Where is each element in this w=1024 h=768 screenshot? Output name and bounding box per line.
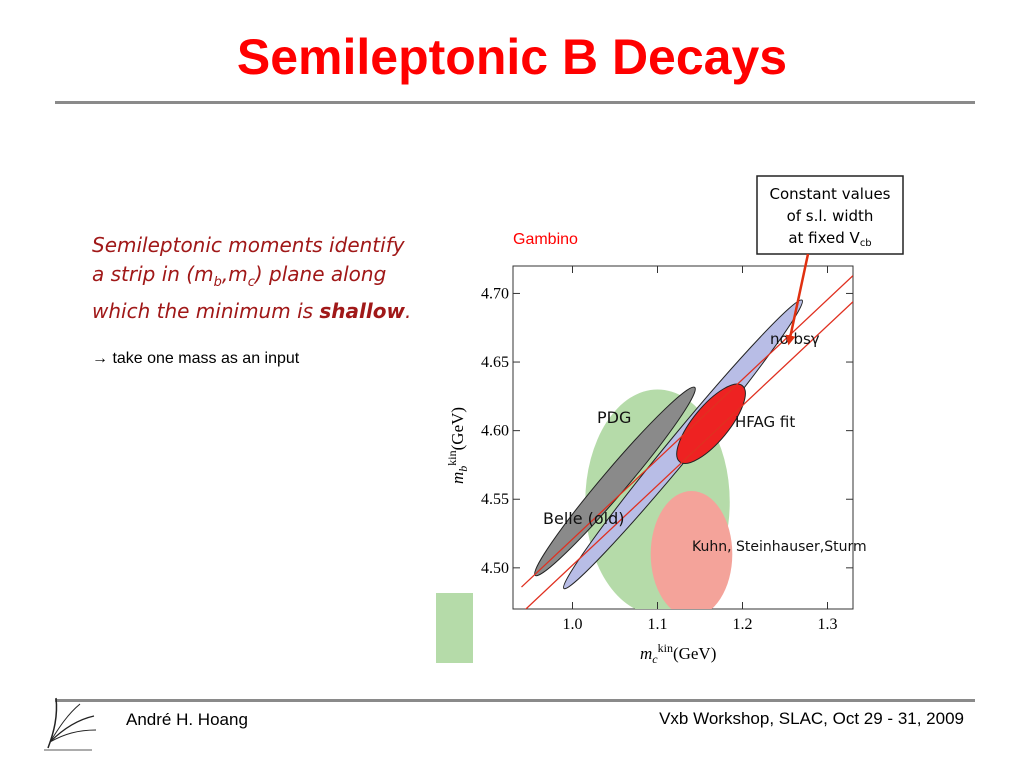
region-label-kuhn: Kuhn, Steinhauser,Sturm (692, 539, 867, 555)
source-label: Gambino (513, 231, 578, 248)
statement-emphasis: shallow (319, 299, 405, 323)
y-tick-label: 4.60 (481, 423, 509, 440)
callout-vcb-sub: cb (860, 238, 872, 249)
y-label-sub: b (456, 466, 470, 472)
y-label-sup: kin (445, 450, 459, 465)
region-label-no-bsy: no bsγ (770, 330, 820, 348)
callout-line-3: at fixed Vcb (788, 229, 871, 249)
constant-width-line-1 (521, 275, 853, 588)
y-label-unit: (GeV) (448, 407, 467, 450)
callout-frame (756, 175, 904, 255)
region-belle-shape (534, 386, 696, 577)
x-tick-label: 1.0 (563, 616, 583, 633)
regions-layer (534, 299, 803, 609)
region-hfag (676, 383, 746, 464)
region-kuhn (650, 491, 733, 609)
region-hfag-shape (676, 383, 746, 464)
x-tick-label: 1.2 (733, 616, 753, 633)
footer-event: Vxb Workshop, SLAC, Oct 29 - 31, 2009 (659, 709, 964, 728)
y-tick-label: 4.65 (481, 354, 509, 371)
statement-part: Semileptonic moments identify a strip in… (92, 233, 405, 286)
region-label-belle: Belle (old) (543, 509, 625, 528)
statement-part: ,m (221, 262, 248, 286)
statement-part: ) plane along which the minimum is (92, 262, 387, 323)
region-labels-layer: PDG Kuhn, Steinhauser,Sturm no bsγ Belle (o… (543, 330, 867, 555)
callout-line-2: of s.l. width (787, 207, 874, 225)
region-belle (534, 386, 696, 577)
y-tick-label: 4.50 (481, 560, 509, 577)
callout-arrow (785, 253, 810, 346)
x-label-unit: (GeV) (673, 644, 716, 663)
x-tick-label: 1.1 (648, 616, 668, 633)
region-label-hfag: HFAG fit (735, 413, 795, 431)
region-kuhn-shape (650, 491, 733, 609)
statement-sub-c: c (247, 275, 255, 290)
statement-part: . (404, 299, 412, 323)
lines-layer (521, 275, 853, 609)
institute-logo-icon (44, 697, 97, 751)
y-axis-label: mbkin(GeV) (445, 407, 470, 484)
y-tick-label: 4.70 (481, 285, 509, 302)
title-divider (55, 101, 975, 104)
region-label-pdg: PDG (597, 408, 631, 427)
footer-author: André H. Hoang (126, 710, 248, 729)
y-label-main: m (448, 472, 467, 484)
slide-title: Semileptonic B Decays (236, 29, 788, 85)
x-label-sup: kin (658, 641, 673, 655)
statement-text: Semileptonic moments identify a strip in… (92, 231, 422, 326)
ticks-layer: 1.0 1.1 1.2 1.3 4.50 4.55 4.60 4.65 4.70 (481, 266, 853, 633)
bullet-point: → take one mass as an input (92, 350, 300, 367)
legend-swatch (436, 593, 473, 663)
x-tick-label: 1.3 (818, 616, 838, 633)
statement-sub-b: b (213, 275, 222, 290)
constant-width-line-2 (524, 301, 853, 609)
y-tick-label: 4.55 (481, 491, 509, 508)
callout-box: Constant values of s.l. width at fixed V… (756, 175, 904, 255)
x-label-sub: c (652, 652, 658, 666)
x-axis-label: mckin(GeV) (640, 641, 716, 666)
callout-line-1: Constant values (770, 185, 891, 203)
callout-line-3-text: at fixed V (788, 229, 860, 247)
x-label-main: m (640, 644, 652, 663)
footer-divider (55, 699, 975, 702)
